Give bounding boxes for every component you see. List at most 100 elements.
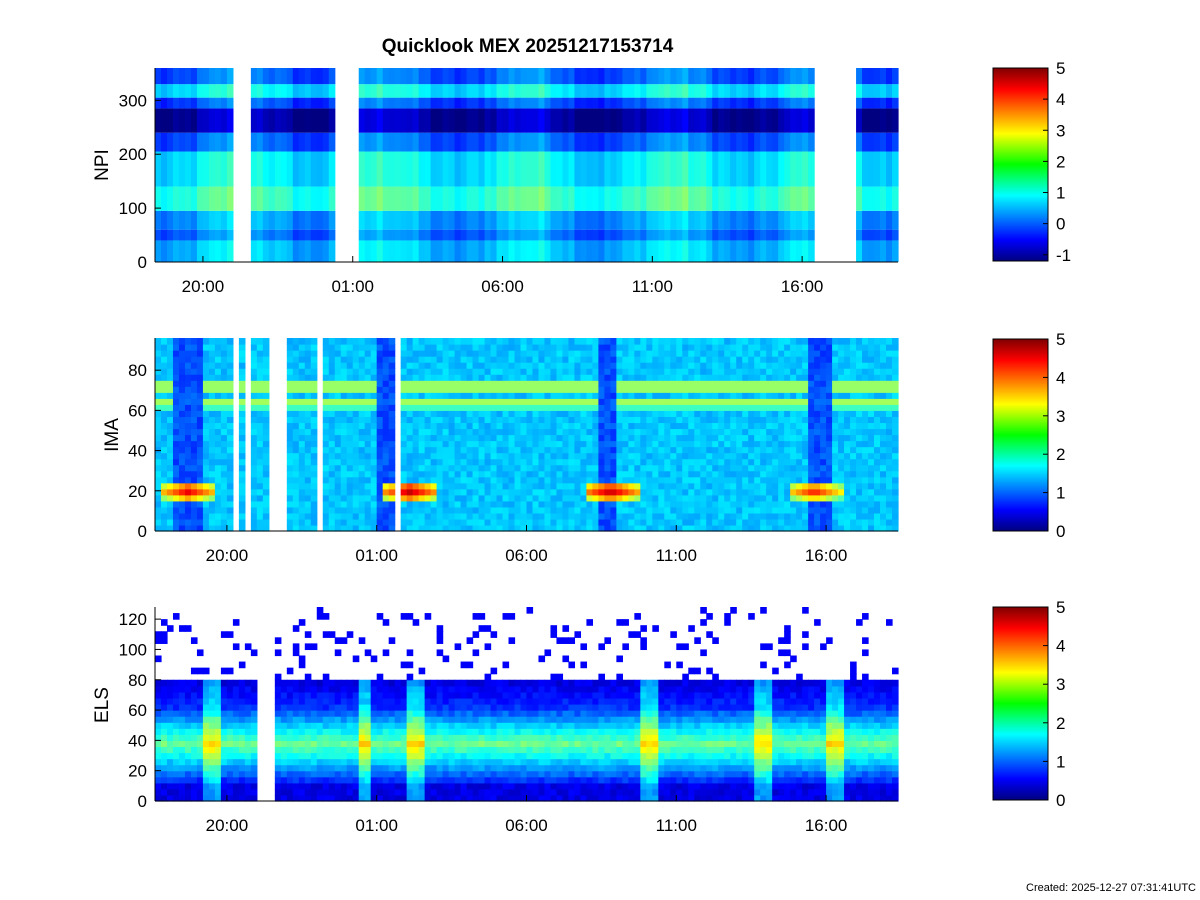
ima-cell (688, 410, 695, 418)
ima-cell (478, 482, 486, 490)
ima-cell (880, 350, 887, 357)
ima-cell (628, 440, 635, 448)
ima-cell (652, 404, 659, 411)
npi-cell (514, 240, 522, 262)
npi-cell (406, 229, 414, 241)
ima-cell (616, 368, 623, 375)
ima-cell (808, 440, 815, 448)
els-cell (160, 770, 168, 778)
ima-cell (538, 386, 546, 393)
ima-cell (766, 452, 773, 460)
npi-cell (196, 151, 204, 187)
ima-cell (706, 416, 713, 424)
npi-cell (706, 240, 713, 262)
ima-cell (748, 338, 755, 345)
ima-cell (388, 422, 396, 430)
ima-cell (412, 506, 420, 514)
ima-cell (370, 434, 378, 442)
ima-cell (184, 500, 192, 508)
ima-cell (490, 512, 498, 520)
ima-cell (634, 452, 641, 460)
ima-cell (886, 440, 893, 448)
ima-cell (292, 398, 300, 405)
npi-cell (754, 84, 761, 98)
ima-cell (430, 344, 438, 351)
ima-cell (748, 404, 755, 411)
ima-cell (646, 476, 653, 484)
npi-cell (472, 84, 480, 98)
ima-cell (622, 482, 629, 490)
ima-cell (178, 338, 186, 345)
npi-cell (700, 186, 707, 211)
ima-cell (460, 524, 468, 532)
npi-cell (310, 68, 318, 85)
npi-cell (808, 132, 815, 152)
ima-cell (862, 464, 869, 472)
npi-cell (562, 97, 570, 109)
ima-cell (766, 338, 773, 345)
ima-cell (508, 356, 516, 363)
ima-cell (155, 470, 162, 478)
ima-cell (286, 512, 294, 520)
ima-cell (562, 386, 570, 393)
ima-cell (454, 434, 462, 442)
ima-cell (748, 482, 755, 490)
ima-cell (400, 398, 408, 405)
ima-cell (880, 476, 887, 484)
ima-cell (832, 458, 839, 466)
ima-cell (370, 404, 378, 411)
ima-cell (730, 458, 737, 466)
ima-cell (508, 494, 516, 502)
ima-cell (700, 392, 707, 399)
ima-cell (790, 422, 797, 430)
ima-cell (532, 422, 540, 430)
ima-cell (856, 518, 863, 526)
ima-cell (568, 494, 576, 502)
ima-cell (448, 476, 456, 484)
npi-cell (454, 229, 462, 241)
ima-cell (892, 338, 899, 345)
ima-cell (418, 338, 426, 345)
ima-cell (838, 350, 845, 357)
ima-cell (436, 416, 444, 424)
ima-cell (808, 446, 815, 454)
ima-cell (550, 500, 558, 508)
ima-cell (748, 500, 755, 508)
ima-cell (580, 524, 588, 532)
ima-cell (772, 524, 779, 532)
ima-cell (628, 452, 635, 460)
npi-cell (796, 151, 803, 187)
ima-cell (442, 350, 450, 357)
ima-cell (580, 488, 588, 496)
ima-cell (466, 488, 474, 496)
ima-cell (580, 344, 588, 351)
npi-cell (442, 132, 450, 152)
ima-cell (844, 434, 851, 442)
ima-cell (886, 404, 893, 411)
ima-cell (820, 518, 827, 526)
ima-cell (214, 404, 222, 411)
npi-cell (802, 132, 809, 152)
ima-cell (400, 368, 408, 375)
ima-cell (724, 470, 731, 478)
ima-cell (155, 386, 162, 393)
ima-cell (724, 338, 731, 345)
ima-cell (496, 392, 504, 399)
ima-cell (418, 506, 426, 514)
npi-cell (466, 132, 474, 152)
ima-cell (796, 410, 803, 418)
ima-cell (820, 368, 827, 375)
ima-cell (550, 524, 558, 532)
ima-cell (472, 452, 480, 460)
ima-cell (400, 428, 408, 436)
ima-cell (454, 470, 462, 478)
ima-cell (622, 410, 629, 418)
ima-cell (796, 374, 803, 381)
ima-cell (172, 386, 180, 393)
npi-cell (766, 229, 773, 241)
ima-cell (250, 392, 258, 399)
npi-cell (196, 84, 204, 98)
npi-cell (496, 132, 504, 152)
ima-cell (742, 356, 749, 363)
npi-cell (304, 210, 312, 230)
